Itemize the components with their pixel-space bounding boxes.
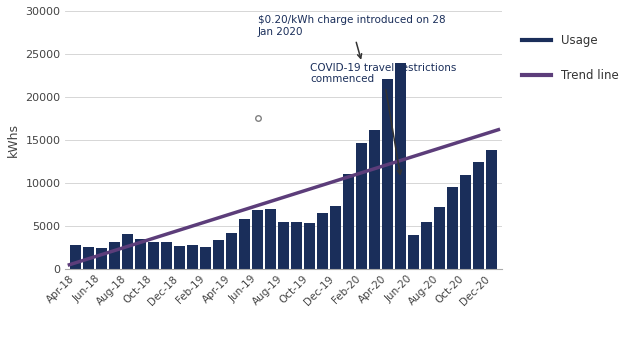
Bar xyxy=(343,175,354,269)
Bar xyxy=(162,242,173,269)
Bar xyxy=(356,143,368,269)
Bar xyxy=(175,246,185,269)
Bar xyxy=(317,213,328,269)
Bar xyxy=(227,233,238,269)
Bar xyxy=(305,223,316,269)
Bar xyxy=(448,187,459,269)
Bar xyxy=(473,161,484,269)
Bar xyxy=(97,247,108,269)
Bar xyxy=(486,150,497,269)
Bar xyxy=(408,235,419,269)
Text: $0.20/kWh charge introduced on 28
Jan 2020: $0.20/kWh charge introduced on 28 Jan 20… xyxy=(258,15,446,58)
Bar xyxy=(421,222,432,269)
Bar xyxy=(265,209,276,269)
Legend: Usage, Trend line: Usage, Trend line xyxy=(517,30,623,86)
Bar xyxy=(291,222,303,269)
Bar xyxy=(148,241,160,269)
Bar xyxy=(370,130,381,269)
Bar xyxy=(435,207,446,269)
Bar xyxy=(83,247,95,269)
Bar xyxy=(187,245,198,269)
Bar xyxy=(383,79,393,269)
Bar xyxy=(460,175,471,269)
Bar xyxy=(252,210,263,269)
Bar xyxy=(200,247,211,269)
Bar xyxy=(330,206,341,269)
Y-axis label: kWhs: kWhs xyxy=(7,123,20,157)
Bar xyxy=(70,245,81,269)
Bar xyxy=(213,240,224,269)
Bar xyxy=(135,239,146,269)
Bar xyxy=(240,219,251,269)
Bar xyxy=(395,63,406,269)
Bar xyxy=(278,222,289,269)
Bar xyxy=(122,234,133,269)
Bar xyxy=(109,241,120,269)
Text: COVID-19 travel restrictions
commenced: COVID-19 travel restrictions commenced xyxy=(310,63,457,174)
